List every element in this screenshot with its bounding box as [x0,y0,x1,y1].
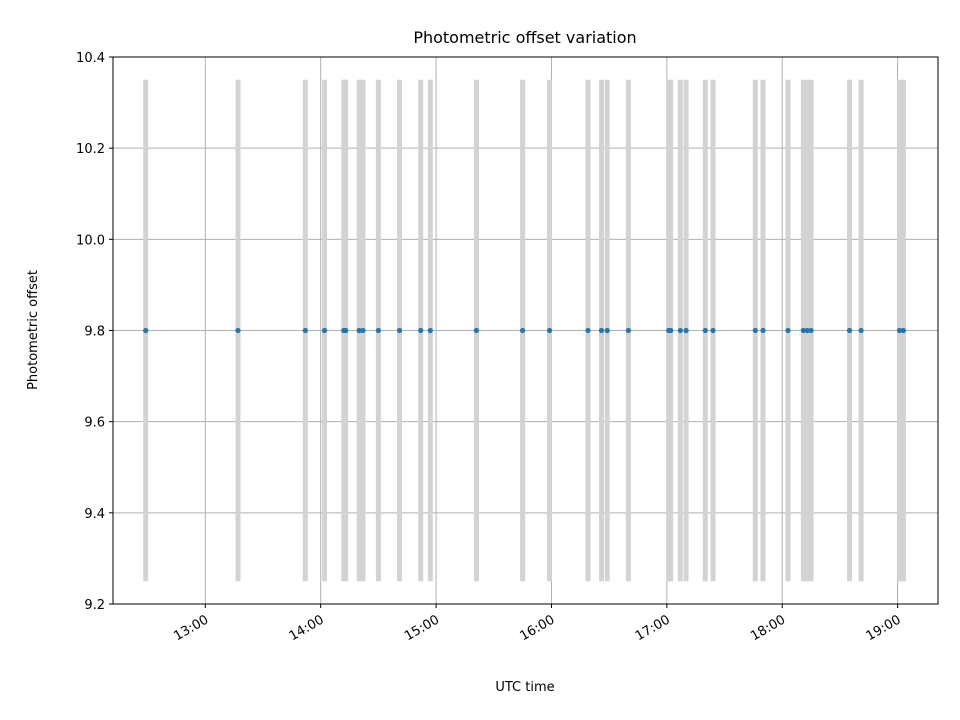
data-point [858,327,864,334]
data-point [677,327,683,334]
data-point [343,327,349,334]
data-point [235,327,241,334]
y-axis-label: Photometric offset [26,270,41,390]
data-point [752,327,758,334]
data-point [375,327,381,334]
y-tick-label: 9.8 [84,325,105,340]
data-point [360,327,366,334]
y-axis-ticks: 9.2 9.4 9.6 9.8 10.0 10.2 10.4 [76,51,113,613]
data-point [473,327,480,334]
data-point [625,327,631,334]
data-point [585,327,591,334]
data-point [604,327,610,334]
data-point [396,327,403,334]
data-point [418,327,424,334]
y-tick-label: 9.4 [84,507,105,522]
data-point [896,327,903,334]
data-point [143,327,149,334]
data-point [427,327,433,334]
data-point [702,327,708,334]
y-tick-label: 10.4 [76,51,105,66]
data-point [804,327,810,334]
x-axis-label: UTC time [495,680,554,695]
y-tick-label: 9.2 [84,598,105,613]
data-point [520,327,526,334]
y-tick-label: 10.2 [76,142,105,157]
data-point [785,327,791,334]
data-point [683,327,689,334]
data-point [900,327,906,334]
data-point [546,327,553,334]
data-points [143,327,906,334]
data-point [760,327,766,334]
data-point [710,327,716,334]
data-point [321,327,328,334]
data-point [800,327,806,334]
data-point [356,327,362,334]
y-tick-label: 10.0 [76,233,105,248]
data-point [846,327,853,334]
y-tick-label: 9.6 [84,416,105,431]
data-point [302,327,308,334]
data-point [598,327,605,334]
chart-title: Photometric offset variation [413,28,636,47]
data-point [668,327,674,334]
data-point [808,327,814,334]
